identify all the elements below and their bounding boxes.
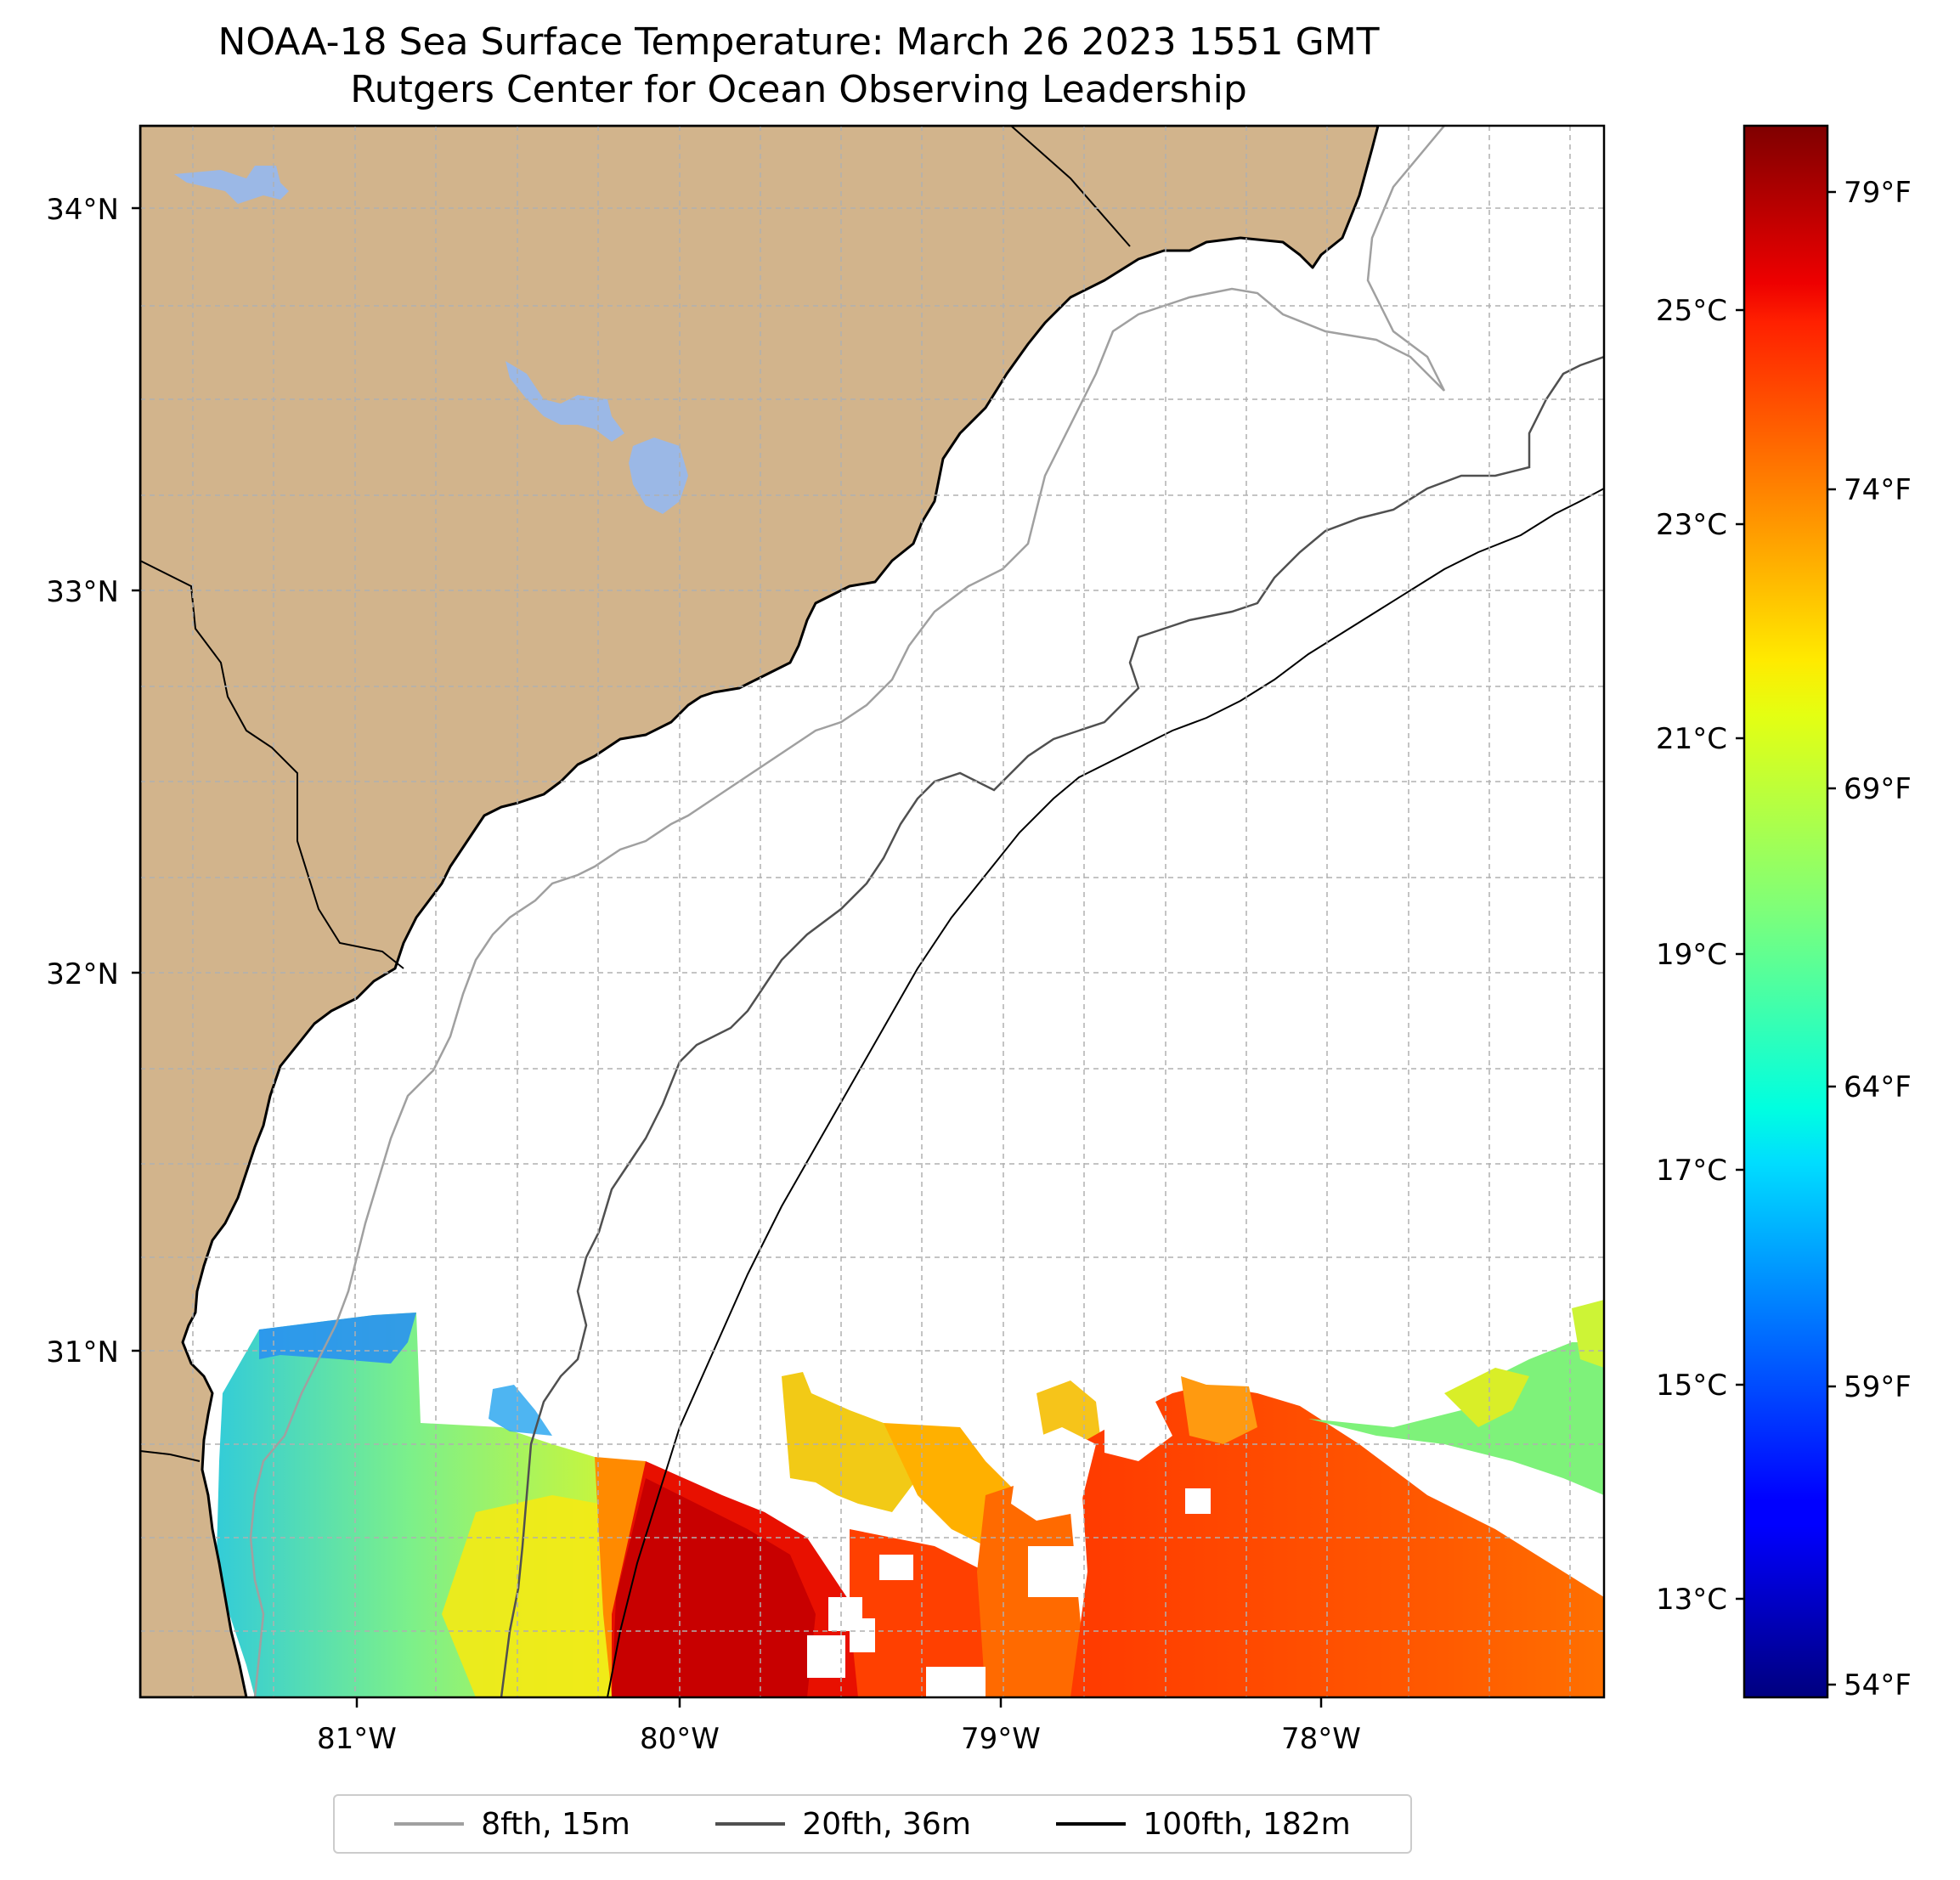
fahrenheit-tick-label: 59°F [1844, 1370, 1912, 1404]
fahrenheit-tick-label: 54°F [1844, 1668, 1912, 1702]
lon-tick-label: 78°W [1281, 1722, 1361, 1756]
lat-tick-label: 32°N [46, 957, 119, 991]
lake-waccamaw-area [174, 166, 289, 204]
bathymetry-legend: 8fth, 15m 20fth, 36m 100fth, 182m [333, 1794, 1412, 1854]
bathymetry-100fth [607, 488, 1604, 1697]
legend-swatch-8fth [394, 1822, 465, 1826]
colorbar-gradient [1743, 124, 1829, 1699]
colorbar-fahrenheit-ticks [1827, 190, 1836, 1686]
state-boundary [140, 126, 1131, 969]
celsius-tick-label: 13°C [1656, 1583, 1727, 1617]
legend-label: 8fth, 15m [481, 1806, 630, 1842]
celsius-tick-label: 15°C [1656, 1369, 1727, 1403]
colorbar-fahrenheit-labels: 79°F 74°F 69°F 64°F 59°F 54°F [1844, 176, 1912, 1702]
colorbar-celsius-labels: 25°C 23°C 21°C 19°C 17°C 15°C 13°C [1656, 294, 1727, 1617]
axis-ticks [132, 206, 1323, 1708]
lakes [174, 166, 688, 514]
lat-tick-label: 34°N [46, 193, 119, 227]
fahrenheit-tick-label: 69°F [1844, 772, 1912, 806]
sst-patch-warm-core-dark [612, 1478, 816, 1697]
celsius-tick-label: 21°C [1656, 722, 1727, 756]
lake-marion [506, 361, 624, 442]
celsius-tick-label: 23°C [1656, 508, 1727, 542]
title-line-1: NOAA-18 Sea Surface Temperature: March 2… [217, 20, 1380, 64]
colorbar: 25°C 23°C 21°C 19°C 17°C 15°C 13°C 79°F … [1656, 124, 1912, 1702]
chart-title: NOAA-18 Sea Surface Temperature: March 2… [0, 19, 1597, 114]
legend-item-100fth: 100fth, 182m [1056, 1806, 1351, 1842]
celsius-tick-label: 19°C [1656, 938, 1727, 972]
lon-tick-label: 81°W [317, 1722, 397, 1756]
celsius-tick-label: 25°C [1656, 294, 1727, 328]
sst-data-layer [140, 1300, 1604, 1697]
lat-tick-label: 33°N [46, 575, 119, 609]
legend-item-8fth: 8fth, 15m [394, 1807, 630, 1842]
title-line-2: Rutgers Center for Ocean Observing Leade… [350, 68, 1247, 111]
map-frame [138, 124, 1606, 1699]
sst-patch-yellow-south [442, 1495, 646, 1697]
sst-patch-yellowgreen-east-2 [1444, 1368, 1529, 1427]
celsius-tick-label: 17°C [1656, 1154, 1727, 1188]
colorbar-celsius-ticks [1736, 308, 1744, 1601]
legend-item-20fth: 20fth, 36m [715, 1807, 971, 1842]
legend-swatch-100fth [1056, 1822, 1127, 1826]
sst-patch-red-east [1070, 1385, 1604, 1697]
fahrenheit-tick-label: 79°F [1844, 176, 1912, 210]
gridlines [140, 126, 1604, 1697]
lon-tick-labels: 81°W 80°W 79°W 78°W [317, 1722, 1361, 1756]
sst-patch-orange-east [1181, 1376, 1257, 1444]
map-content [140, 126, 1604, 1697]
sst-patch-green-east [1308, 1342, 1604, 1495]
sst-patch-yellow-center [782, 1372, 918, 1512]
lon-tick-label: 79°W [961, 1722, 1041, 1756]
legend-label: 100fth, 182m [1143, 1806, 1351, 1842]
legend-label: 20fth, 36m [802, 1806, 971, 1842]
fahrenheit-tick-label: 64°F [1844, 1070, 1912, 1104]
lat-tick-labels: 34°N 33°N 32°N 31°N [46, 193, 119, 1369]
fahrenheit-tick-label: 74°F [1844, 473, 1912, 507]
cloud-mask-holes [807, 1402, 1211, 1697]
county-boundary-south [140, 1450, 201, 1462]
legend-swatch-20fth [715, 1822, 786, 1826]
lat-tick-label: 31°N [46, 1335, 119, 1369]
lon-tick-label: 80°W [640, 1722, 720, 1756]
